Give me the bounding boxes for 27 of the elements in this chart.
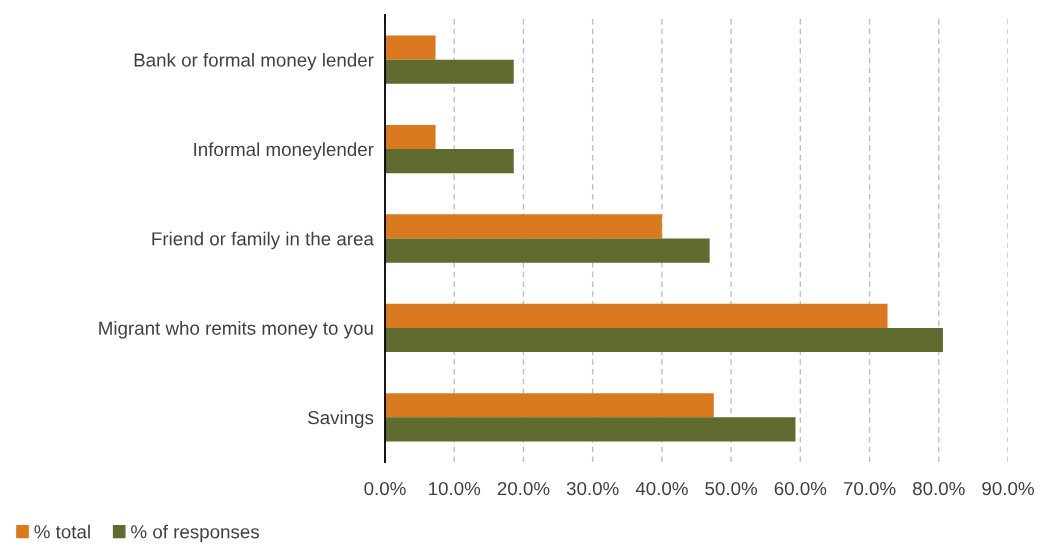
bar	[385, 393, 714, 418]
x-tick-label: 80.0%	[913, 481, 965, 496]
y-tick-label: Friend or family in the area	[152, 231, 374, 250]
x-tick-label: 70.0%	[843, 481, 896, 496]
y-tick-label: Informal moneylender	[194, 142, 374, 160]
bar	[385, 214, 662, 239]
bar	[385, 35, 436, 60]
x-tick-label: 50.0%	[705, 481, 758, 496]
bar	[385, 149, 514, 174]
x-tick-label: 60.0%	[774, 481, 827, 496]
x-tick-label: 20.0%	[497, 481, 550, 496]
bar	[385, 124, 436, 150]
y-tick-label: Migrant who remits money to you	[99, 321, 373, 339]
bar	[385, 417, 796, 442]
x-tick-label: 30.0%	[566, 481, 619, 496]
x-tick-label: 90.0%	[982, 481, 1034, 496]
y-tick-label: Savings	[308, 410, 374, 428]
bar	[385, 327, 943, 353]
x-tick-label: 40.0%	[635, 481, 688, 496]
legend-label: % total	[34, 524, 90, 539]
x-tick-label: 0.0%	[364, 481, 406, 496]
bar	[385, 59, 514, 84]
bar	[385, 238, 710, 263]
x-tick-label: 10.0%	[429, 481, 481, 496]
y-tick-label: Bank or formal money lender	[134, 52, 374, 71]
bar	[385, 303, 888, 328]
legend-label: % of responses	[131, 524, 259, 543]
